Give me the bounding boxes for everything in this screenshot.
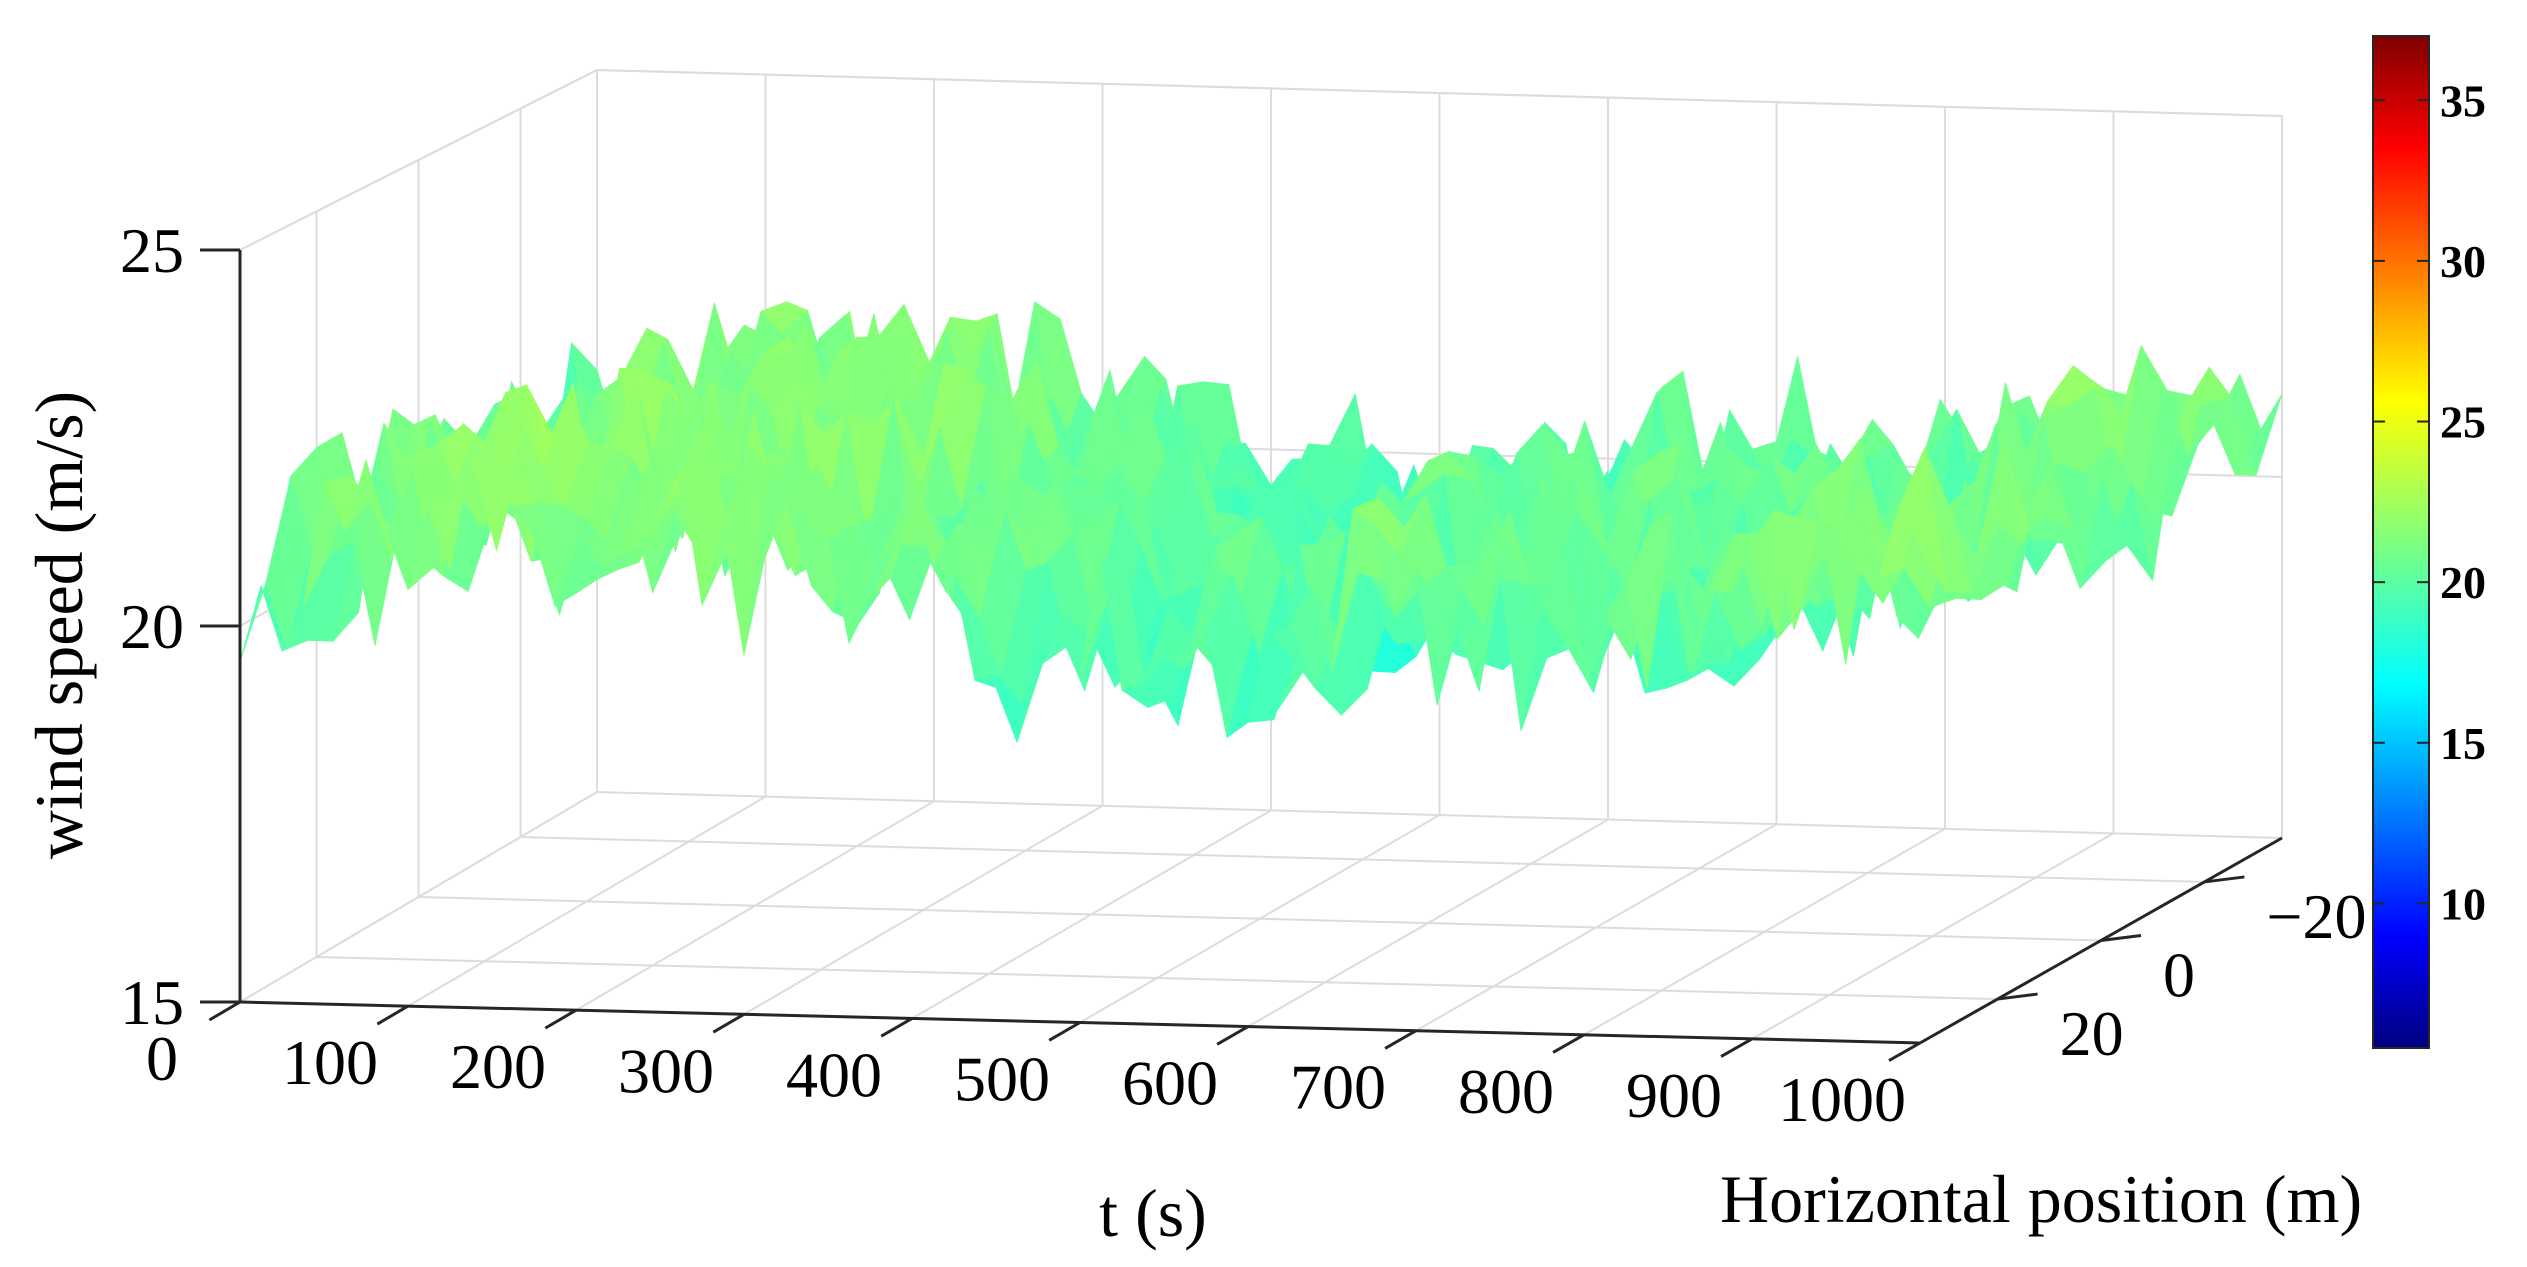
- x-tick-mark: [880, 1017, 913, 1038]
- grid-line-floor-y: [316, 956, 1998, 1001]
- colorbar-tick-label: 35: [2440, 75, 2486, 126]
- x-tick-mark: [1216, 1025, 1249, 1046]
- x-tick-label: 600: [1122, 1048, 1218, 1119]
- x-tick-mark: [712, 1013, 745, 1034]
- y-tick-mark: [1997, 992, 2038, 1001]
- y-tick-mark: [2204, 875, 2245, 884]
- surface-patch: [1898, 446, 1947, 591]
- grid-line-backwall-z: [596, 791, 2283, 839]
- y-tick-label: 20: [2060, 998, 2124, 1069]
- colorbar-tick-label: 30: [2440, 236, 2486, 287]
- x-tick-label: 800: [1458, 1056, 1554, 1127]
- x-tick-mark: [1048, 1021, 1081, 1042]
- colorbar: 35 30 25 20 15 10: [2372, 35, 2486, 1049]
- y-axis-label: Horizontal position (m): [1720, 1161, 2362, 1237]
- x-tick-mark: [376, 1004, 409, 1026]
- colorbar-gradient: [2372, 35, 2430, 1049]
- z-tick-label: 25: [120, 215, 184, 286]
- z-tick-label: 20: [120, 591, 184, 662]
- z-tick-label: 15: [120, 967, 184, 1038]
- z-axis-label: wind speed (m/s): [21, 391, 97, 859]
- grid-line-floor-y: [418, 896, 2102, 942]
- x-tick-label: 900: [1626, 1060, 1722, 1131]
- colorbar-tick-label: 15: [2440, 718, 2486, 769]
- x-tick-label: 200: [450, 1031, 546, 1102]
- x-tick-label: 700: [1290, 1052, 1386, 1123]
- x-tick-label: 400: [786, 1039, 882, 1110]
- x-tick-label: 100: [282, 1027, 378, 1098]
- grid-layer: [239, 69, 2283, 1044]
- grid-line-floor-y: [520, 836, 2205, 883]
- x-tick-label: 0: [146, 1023, 178, 1094]
- y-tick-label: 0: [2163, 940, 2195, 1011]
- x-tick-label: 1000: [1778, 1064, 1906, 1135]
- colorbar-tick-label: 10: [2440, 878, 2486, 929]
- box-edge: [239, 69, 598, 251]
- colorbar-tick-label: 25: [2440, 397, 2486, 448]
- y-tick-label: −20: [2266, 881, 2366, 952]
- box-edge: [596, 69, 2283, 117]
- x-tick-mark: [544, 1008, 577, 1030]
- x-tick-mark: [1888, 1041, 1921, 1062]
- x-tick-mark: [208, 1000, 241, 1022]
- colorbar-tick-label: 20: [2440, 557, 2486, 608]
- axes-layer: 0 100 200 300 400 500 600 700 800 900 1000 −20 0 20 25…: [120, 215, 2367, 1135]
- x-tick-label: 300: [618, 1035, 714, 1106]
- wind-speed-surface: [239, 301, 2283, 744]
- y-tick-mark: [2100, 934, 2142, 942]
- x-tick-mark: [1552, 1033, 1585, 1054]
- x-axis-label: t (s): [1099, 1175, 1207, 1251]
- x-tick-label: 500: [954, 1044, 1050, 1115]
- x-tick-mark: [1384, 1029, 1417, 1050]
- x-tick-mark: [1720, 1037, 1753, 1058]
